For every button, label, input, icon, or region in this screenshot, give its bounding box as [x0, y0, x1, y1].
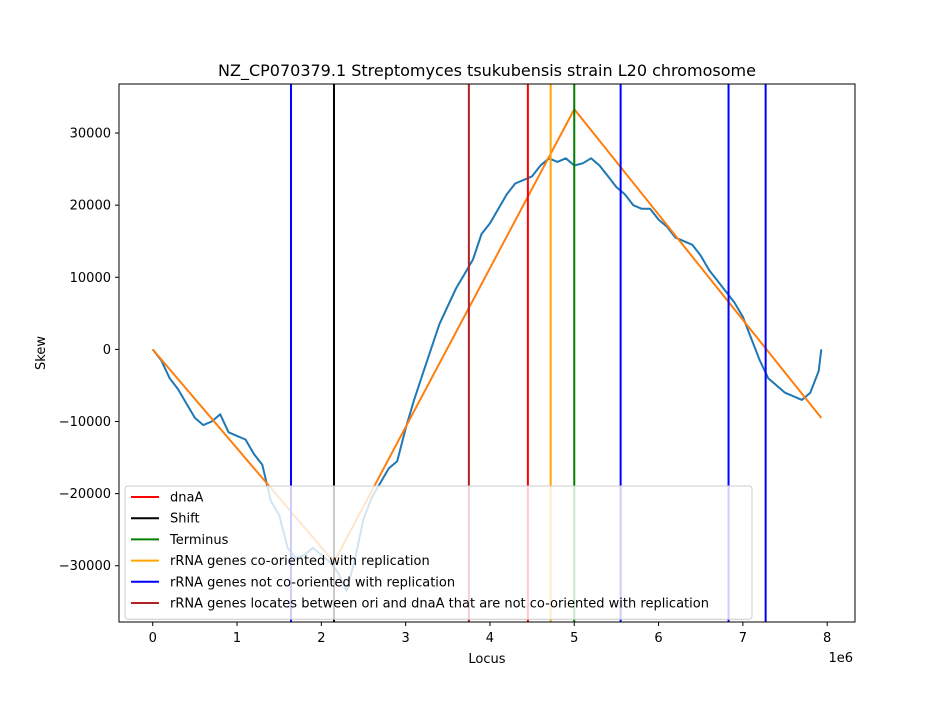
- skew-series-line: [151, 157, 823, 592]
- plot-frame: [118, 83, 856, 623]
- y-tick-label: 30000: [70, 127, 111, 142]
- x-tick-label: 7: [739, 631, 747, 646]
- x-axis-label: Locus: [468, 652, 505, 667]
- y-tick-label: 0: [103, 343, 111, 358]
- y-tick-label: −30000: [59, 559, 111, 574]
- legend-label: Shift: [170, 512, 200, 527]
- y-tick-label: −10000: [59, 415, 111, 430]
- y-tick-label: −20000: [59, 487, 111, 502]
- legend-label: Terminus: [169, 533, 229, 548]
- x-tick-label: 0: [149, 631, 157, 646]
- y-axis-label: Skew: [34, 336, 49, 370]
- legend-label: rRNA genes co-oriented with replication: [170, 554, 430, 569]
- chart-title: NZ_CP070379.1 Streptomyces tsukubensis s…: [218, 61, 756, 81]
- legend-label: rRNA genes locates between ori and dnaA …: [170, 597, 709, 612]
- x-tick-label: 2: [317, 631, 325, 646]
- x-tick-label: 6: [654, 631, 662, 646]
- legend: dnaA Shift Terminus rRNA genes co-oriented …: [124, 485, 753, 620]
- x-axis: 0 1 2 3 4 5 6 7 8: [149, 622, 831, 646]
- x-tick-label: 4: [486, 631, 494, 646]
- legend-label: dnaA: [170, 491, 203, 506]
- x-tick-label: 5: [570, 631, 578, 646]
- legend-box: [124, 485, 753, 620]
- y-tick-label: 20000: [70, 199, 111, 214]
- x-axis-offset-text: 1e6: [828, 651, 853, 666]
- fitted-skew-line: [151, 107, 823, 564]
- x-tick-label: 1: [233, 631, 241, 646]
- legend-label: rRNA genes not co-oriented with replicat…: [170, 575, 455, 590]
- x-tick-label: 3: [402, 631, 410, 646]
- y-axis: −30000 −20000 −10000 0 10000 20000 30000: [59, 127, 119, 574]
- x-tick-label: 8: [823, 631, 831, 646]
- y-tick-label: 10000: [70, 271, 111, 286]
